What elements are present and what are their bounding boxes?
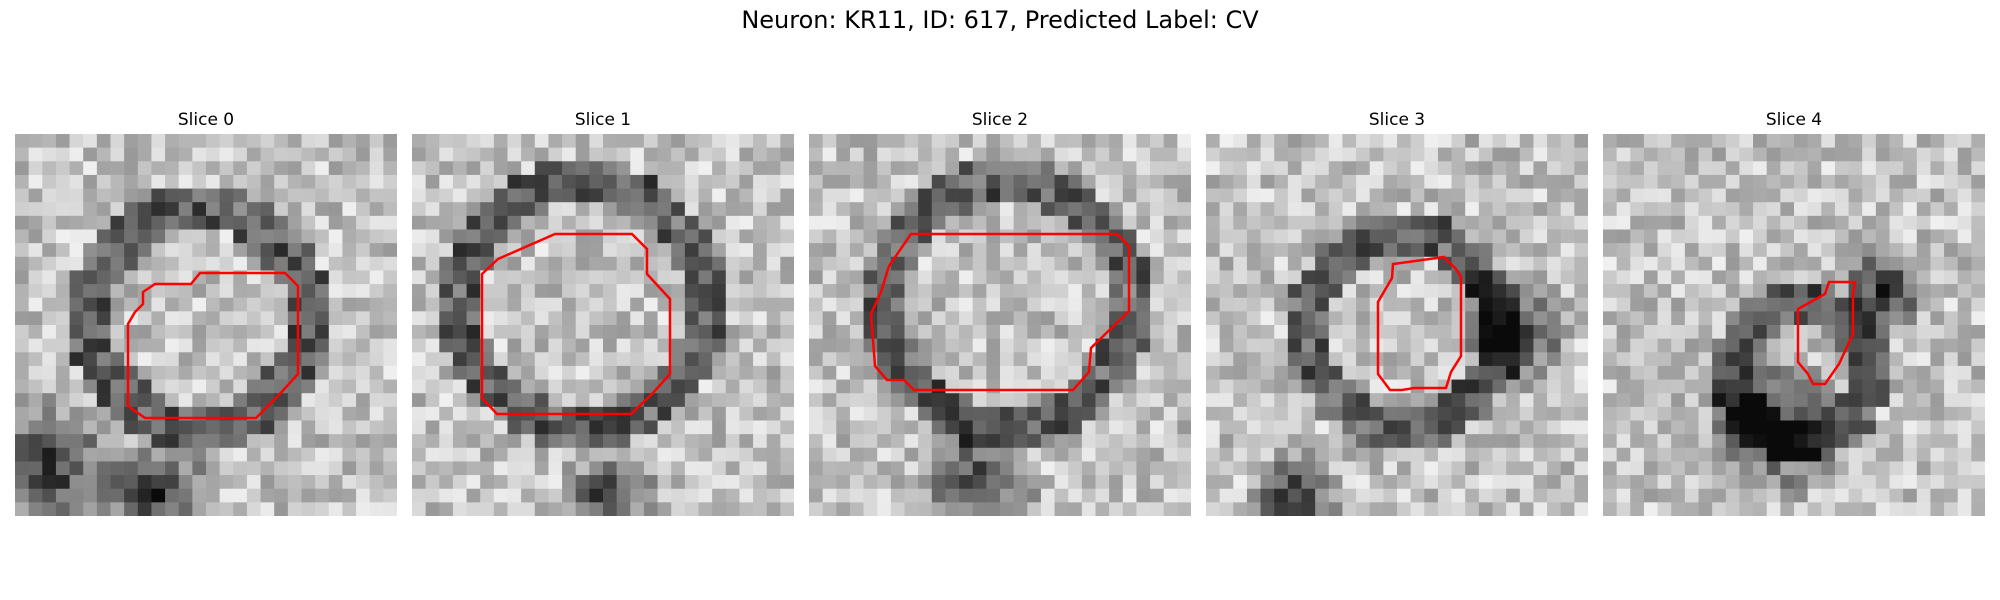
figure-title: Neuron: KR11, ID: 617, Predicted Label: … [741,6,1259,34]
slice-title-4: Slice 4 [1765,110,1823,130]
slice-panel-2: Slice 2 [809,110,1191,516]
slice-image-2 [809,134,1191,516]
slice-panel-4: Slice 4 [1603,110,1985,516]
slice-panel-1: Slice 1 [412,110,794,516]
slice-image-4 [1603,134,1985,516]
slice-image-1 [412,134,794,516]
roi-contour-4 [1796,280,1857,386]
roi-contour-2 [869,232,1131,392]
slice-image-3 [1206,134,1588,516]
slice-panel-0: Slice 0 [15,110,397,516]
roi-contour-1 [480,232,672,416]
slice-title-2: Slice 2 [971,110,1029,130]
roi-contour-3 [1376,255,1463,392]
slice-panel-3: Slice 3 [1206,110,1588,516]
slice-title-1: Slice 1 [574,110,632,130]
slice-title-3: Slice 3 [1368,110,1426,130]
roi-contour-0 [126,271,300,420]
slice-title-0: Slice 0 [177,110,235,130]
slice-image-0 [15,134,397,516]
